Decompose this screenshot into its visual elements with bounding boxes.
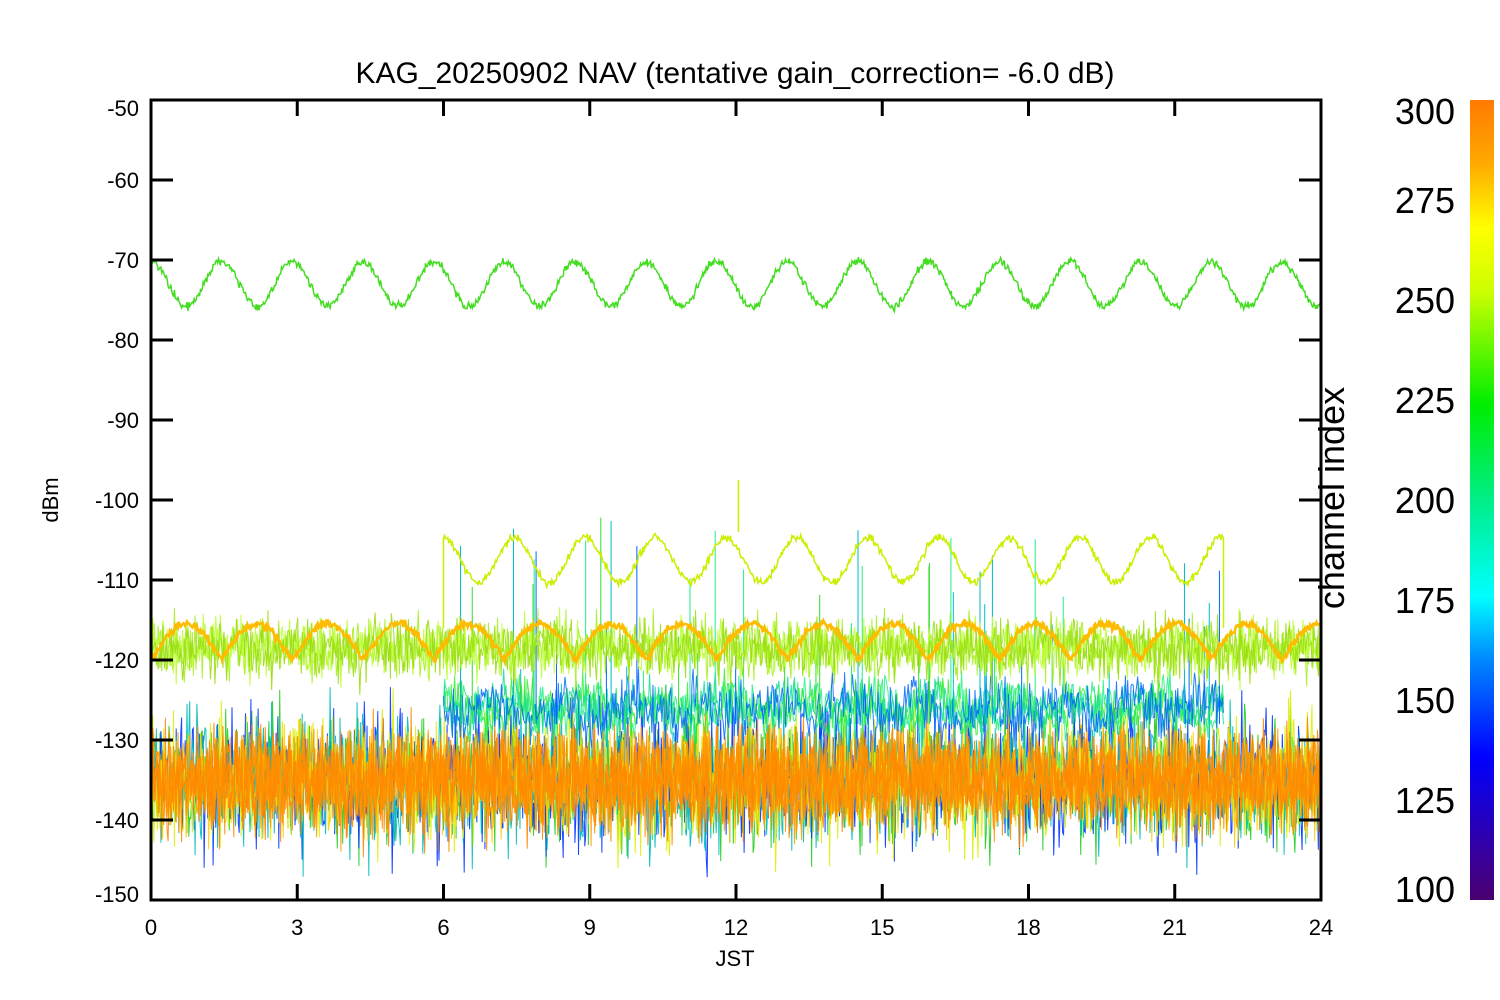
colorbar-tick-label: 250 (1395, 280, 1455, 321)
y-axis-label: dBm (38, 477, 63, 522)
noise-floor-trace (151, 712, 1321, 850)
upper-oscillating-trace (151, 255, 1321, 314)
y-tick-label: -70 (107, 248, 139, 273)
x-tick-label: 9 (584, 915, 596, 940)
y-tick-label: -110 (97, 568, 139, 593)
x-tick-label: 24 (1309, 915, 1333, 940)
colorbar-tick-label: 275 (1395, 180, 1455, 221)
x-axis-label: JST (715, 946, 754, 971)
colorbar-tick-label: 125 (1395, 780, 1455, 821)
x-tick-label: 0 (145, 915, 157, 940)
y-tick-label: -90 (107, 408, 139, 433)
chart-title: KAG_20250902 NAV (tentative gain_correct… (355, 57, 1114, 90)
x-tick-label: 21 (1163, 915, 1187, 940)
intermittent-channel-trace (443, 666, 1224, 753)
x-tick-label: 12 (724, 915, 748, 940)
colorbar-tick-label: 150 (1395, 680, 1455, 721)
x-tick-label: 18 (1016, 915, 1040, 940)
y-tick-label: -100 (95, 488, 139, 513)
x-tick-label: 6 (437, 915, 449, 940)
y-tick-label: -150 (95, 882, 139, 907)
plot-data (151, 255, 1321, 878)
colorbar-tick-label: 175 (1395, 580, 1455, 621)
middle-oscillating-trace (442, 531, 1225, 590)
intermittent-channel-trace (443, 668, 1224, 749)
colorbar-tick-label: 200 (1395, 480, 1455, 521)
x-tick-label: 15 (870, 915, 894, 940)
colorbar-ticks: 300 275 250 225 200 175 150 125 100 (1395, 91, 1455, 910)
x-tick-label: 3 (291, 915, 303, 940)
y-tick-label: -140 (95, 808, 139, 833)
y-tick-label: -120 (95, 648, 139, 673)
colorbar (1470, 100, 1494, 900)
y-tick-label: -60 (107, 168, 139, 193)
noise-floor-trace (151, 707, 1321, 853)
axes: 0 3 6 9 12 15 18 21 24 -50 -60 -70 -80 -90 -100 -110 -12… (95, 96, 1333, 940)
colorbar-tick-label: 300 (1395, 91, 1455, 132)
rectified-channel-trace (151, 616, 1321, 667)
y-tick-label: -50 (107, 96, 139, 121)
colorbar-tick-label: 225 (1395, 380, 1455, 421)
colorbar-label: channel index (1311, 387, 1352, 609)
colorbar-tick-label: 100 (1395, 869, 1455, 910)
y-tick-label: -80 (107, 328, 139, 353)
y-tick-label: -130 (95, 728, 139, 753)
